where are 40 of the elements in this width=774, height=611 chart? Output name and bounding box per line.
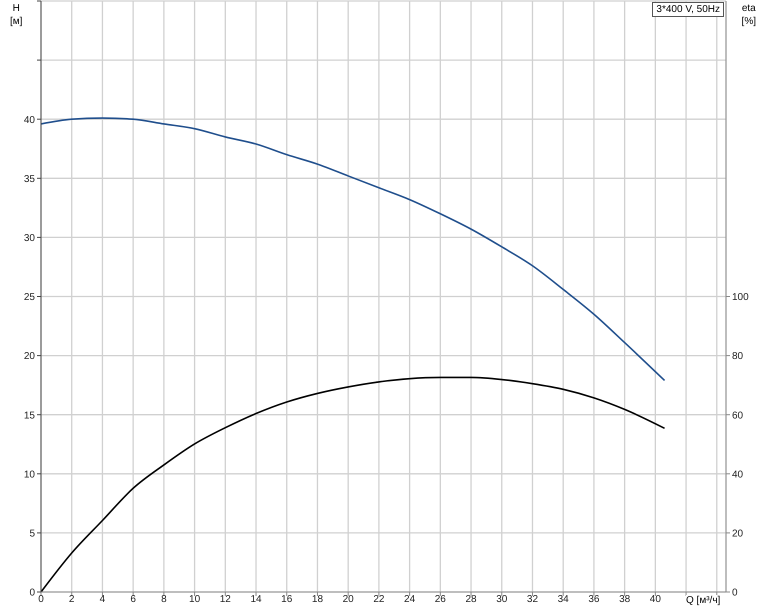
annotation: 3*400 V, 50Hz xyxy=(652,2,724,17)
y-tick-label: 20 xyxy=(24,351,36,362)
y-tick-label: 15 xyxy=(24,410,36,422)
y-tick-label: 30 xyxy=(24,232,36,244)
x-tick-label: 34 xyxy=(558,594,570,606)
x-tick-label: 36 xyxy=(588,594,600,606)
x-tick-label: 28 xyxy=(465,594,478,606)
x-tick-label: 30 xyxy=(496,594,508,606)
x-tick-label: 38 xyxy=(619,594,631,606)
x-tick-label: 6 xyxy=(130,594,136,606)
y2-axis-title: eta [%] xyxy=(742,2,756,28)
x-tick-label: 22 xyxy=(373,594,385,606)
x-axis-title: Q [м³/ч] xyxy=(686,595,720,606)
y2-tick-label: 40 xyxy=(732,469,744,480)
y2-tick-label: 60 xyxy=(732,410,744,422)
y-tick-label: 25 xyxy=(24,292,36,304)
x-tick-label: 2 xyxy=(68,594,75,606)
y-axis-title: H [м] xyxy=(10,2,22,28)
line-series xyxy=(41,117,666,382)
y-tick-label: 40 xyxy=(24,114,36,126)
y2-tick-label: 100 xyxy=(732,292,750,304)
y-tick-label: 35 xyxy=(24,174,36,185)
x-tick-label: 12 xyxy=(220,594,232,606)
x-tick-label: 16 xyxy=(281,594,293,606)
x-tick-label: 4 xyxy=(100,594,106,606)
x-tick-label: 40 xyxy=(650,594,662,606)
x-tick-label: 20 xyxy=(342,594,354,606)
x-tick-label: 26 xyxy=(434,594,446,606)
x-tick-label: 10 xyxy=(189,594,201,606)
y2-tick-label: 20 xyxy=(732,528,744,540)
line-series xyxy=(41,376,666,592)
x-tick-label: 0 xyxy=(38,594,44,606)
x-tick-label: 24 xyxy=(404,594,416,606)
y2-tick-label: 80 xyxy=(732,351,744,362)
x-tick-label: 8 xyxy=(161,594,168,606)
x-tick-label: 14 xyxy=(250,594,262,606)
y-tick-label: 5 xyxy=(29,528,36,540)
x-tick-label: 32 xyxy=(526,594,538,606)
x-tick-label: 18 xyxy=(312,594,324,606)
y-tick-label: 10 xyxy=(24,469,36,480)
